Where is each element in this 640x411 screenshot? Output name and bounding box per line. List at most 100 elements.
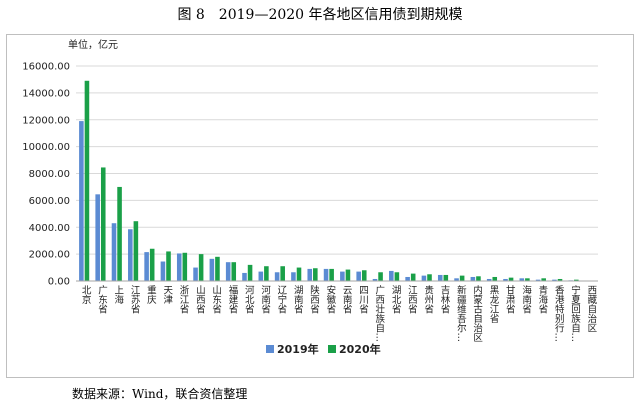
bar-2019 [209,258,215,281]
category-label: 天津 [161,285,173,305]
category-label: 贵州省 [422,284,434,314]
category-label: 海南省 [520,284,532,314]
bar-2020 [215,256,220,281]
bar-2020 [410,273,416,281]
bar-2020 [133,221,139,281]
category-label: 西藏自治区 [585,285,597,333]
bar-2019 [258,271,264,281]
bar-2020 [117,186,122,281]
bar-2020 [361,270,367,281]
source-note: 数据来源：Wind，联合资信整理 [72,387,248,401]
bar-2019 [552,279,557,281]
bar-2019 [437,274,443,281]
category-label: 广东省 [96,284,108,314]
bar-2020 [264,266,269,281]
category-label: 河北省 [243,284,255,314]
category-label: 黑龙江省 [487,285,499,324]
category-label: 香港特别行… [553,285,565,342]
bar-2019 [421,275,427,281]
category-label: 湖南省 [292,285,304,314]
bar-2020 [166,251,171,281]
category-label: 云南省 [341,285,353,314]
y-tick-label: 14000.00 [22,88,70,99]
category-label: 河南省 [259,284,271,314]
category-label: 福建省 [226,284,238,314]
chart-frame [6,34,634,378]
category-label: 浙江省 [178,284,190,314]
bar-2019 [79,121,84,281]
category-label: 北京 [80,285,92,305]
bar-2019 [225,262,231,281]
y-tick-label: 10000.00 [22,142,70,153]
bar-2019 [389,270,394,281]
y-tick-label: 12000.00 [22,115,70,126]
bar-2020 [394,272,400,281]
y-tick-label: 0.00 [48,277,70,288]
y-tick-label: 16000.00 [22,62,70,73]
bar-2019 [291,272,296,281]
bar-2020 [231,262,237,281]
bar-2020 [84,80,90,281]
bar-2020 [378,272,383,281]
bar-2019 [535,279,541,281]
category-label: 上海 [112,285,124,305]
bar-2019 [128,229,133,281]
category-label: 江西省 [406,285,418,314]
figure-title: 图 8 2019—2020 年各地区信用债到期规模 [177,7,463,23]
bar-2019 [95,194,100,281]
bar-2019 [356,271,361,281]
bar-2020 [100,167,106,281]
category-label: 辽宁省 [275,284,287,314]
bar-2020 [427,274,432,281]
bar-2019 [274,272,280,281]
bar-2020 [198,254,204,281]
bar-2020 [508,277,514,281]
bar-2019 [242,272,247,281]
bar-2020 [557,278,563,281]
category-label: 四川省 [357,285,369,314]
bar-2020 [182,252,188,281]
category-label: 青海省 [536,284,548,314]
bar-2020 [574,279,579,281]
unit-label: 单位，亿元 [68,38,118,51]
bar-2020 [280,266,285,281]
legend: 2019年 2020年 [266,342,381,356]
bar-2020 [525,278,530,281]
y-tick-label: 2000.00 [29,250,70,261]
bar-2019 [519,278,525,281]
category-label: 广西壮族自… [373,284,385,342]
y-axis-ticks: 0.00 2000.00 4000.00 6000.00 8000.00 10000.00… [22,62,70,288]
bar-2019 [486,278,492,281]
legend-label-2020: 2020年 [339,342,381,356]
bar-2019 [372,278,378,281]
category-label: 吉林省 [439,285,451,314]
bar-2019 [503,278,508,281]
y-tick-label: 4000.00 [29,223,70,234]
bar-2019 [307,268,313,281]
bar-2020 [443,274,449,281]
bar-2020 [476,276,481,281]
category-label: 甘肃省 [504,284,516,314]
category-label: 重庆 [145,284,157,305]
legend-label-2019: 2019年 [277,342,319,356]
bar-2020 [541,278,546,281]
bar-2020 [459,275,465,281]
bar-2019 [111,223,117,281]
bar-2019 [405,276,410,281]
grid-lines [76,65,598,255]
bar-2019 [176,253,182,281]
bar-2019 [454,278,459,281]
bar-2020 [313,268,318,281]
bar-2020 [296,267,302,281]
bar-2019 [470,276,476,281]
x-axis-categories: 北京 广东省 上海 江苏省 重庆 天津 浙江省 山西省 山东省 福建省 河北省 河南省 辽宁省 湖南省 陕西… [80,284,597,342]
bar-2019 [193,267,198,281]
bar-2020 [345,269,351,281]
bar-2019 [323,268,329,281]
bars [79,80,595,282]
category-label: 内蒙古自治区 [471,284,483,342]
category-label: 新疆维吾尔… [455,284,467,342]
category-label: 江苏省 [129,285,141,314]
bar-2020 [149,248,155,281]
